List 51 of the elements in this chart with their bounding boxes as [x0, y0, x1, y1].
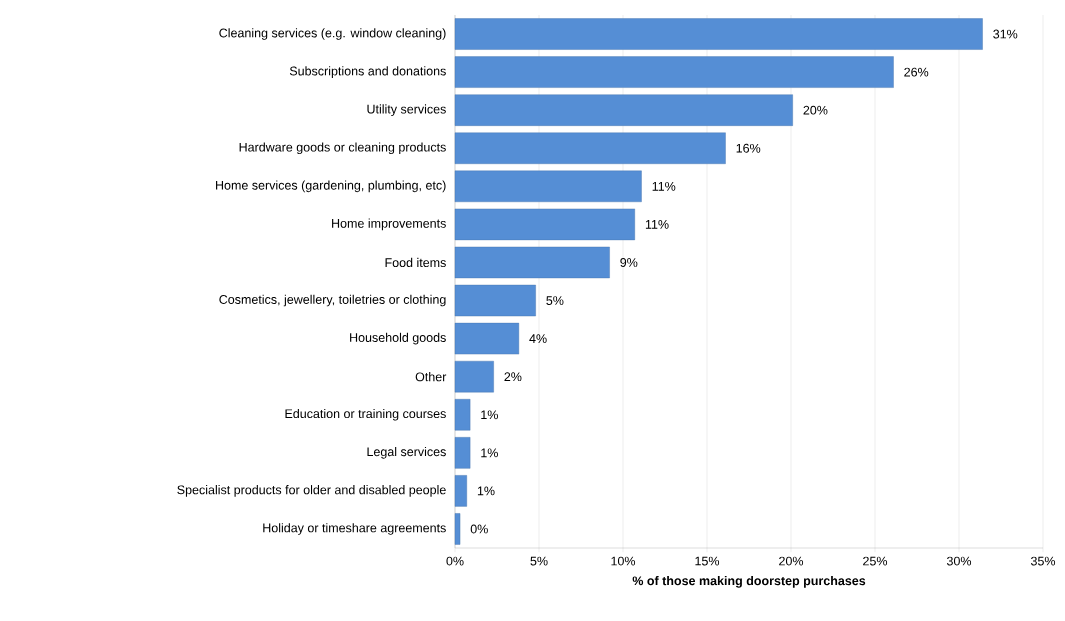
x-tick-label: 25% [863, 556, 888, 566]
x-tick-label: 10% [611, 556, 636, 566]
y-tick-label: Food items [385, 257, 446, 268]
y-tick-label: Holiday or timeshare agreements [263, 523, 446, 535]
y-tick-label: Home services (gardening, plumbing, etc) [216, 180, 446, 193]
bar [454, 437, 471, 469]
y-tick-label: Household goods [350, 332, 446, 345]
bar [454, 170, 642, 203]
data-label: 26% [904, 67, 929, 77]
data-label: 16% [736, 143, 761, 153]
bar [454, 56, 894, 88]
x-tick-label: 0% [446, 556, 464, 566]
y-tick-label: Legal services [367, 446, 446, 459]
bar [454, 208, 635, 241]
x-tick-label: 15% [695, 556, 720, 566]
bar [454, 513, 461, 545]
data-label: 1% [481, 410, 498, 420]
bar [454, 94, 793, 126]
x-tick-label: 35% [1030, 556, 1056, 566]
x-tick-label: 30% [946, 556, 972, 566]
bar [454, 18, 983, 50]
data-label: 5% [546, 296, 564, 305]
data-label: 2% [504, 372, 522, 382]
data-label: 0% [470, 524, 488, 534]
data-label: 11% [652, 181, 676, 191]
data-label: 11% [645, 220, 669, 229]
y-tick-label: Education or training courses [285, 408, 446, 421]
x-tick-label: 5% [530, 556, 548, 566]
y-tick-label: Cosmetics, jewellery, toiletries or clothing [219, 294, 446, 307]
y-tick-label: Cleaning services (e.g. window cleaning) [219, 28, 446, 40]
x-tick-label: 20% [779, 556, 804, 566]
data-label: 9% [620, 258, 638, 267]
data-label: 4% [529, 334, 547, 343]
y-tick-label: Home improvements [332, 218, 446, 231]
y-tick-label: Subscriptions and donations [289, 66, 446, 78]
bar [454, 132, 726, 164]
bar [454, 322, 520, 355]
data-label: 20% [803, 105, 828, 115]
bar [454, 399, 471, 431]
bar [454, 360, 494, 393]
data-label: 1% [477, 486, 495, 496]
y-tick-label: Specialist products for older and disabled people [177, 485, 446, 497]
y-tick-label: Utility services [367, 104, 446, 116]
bar [454, 475, 467, 507]
x-axis-title: % of those making doorstep purchases [632, 576, 866, 588]
y-tick-label: Other [415, 372, 447, 382]
bar [454, 284, 536, 317]
y-tick-label: Hardware goods or cleaning products [239, 142, 446, 155]
bar [454, 246, 610, 279]
data-label: 1% [481, 448, 498, 458]
data-label: 31% [993, 29, 1018, 39]
